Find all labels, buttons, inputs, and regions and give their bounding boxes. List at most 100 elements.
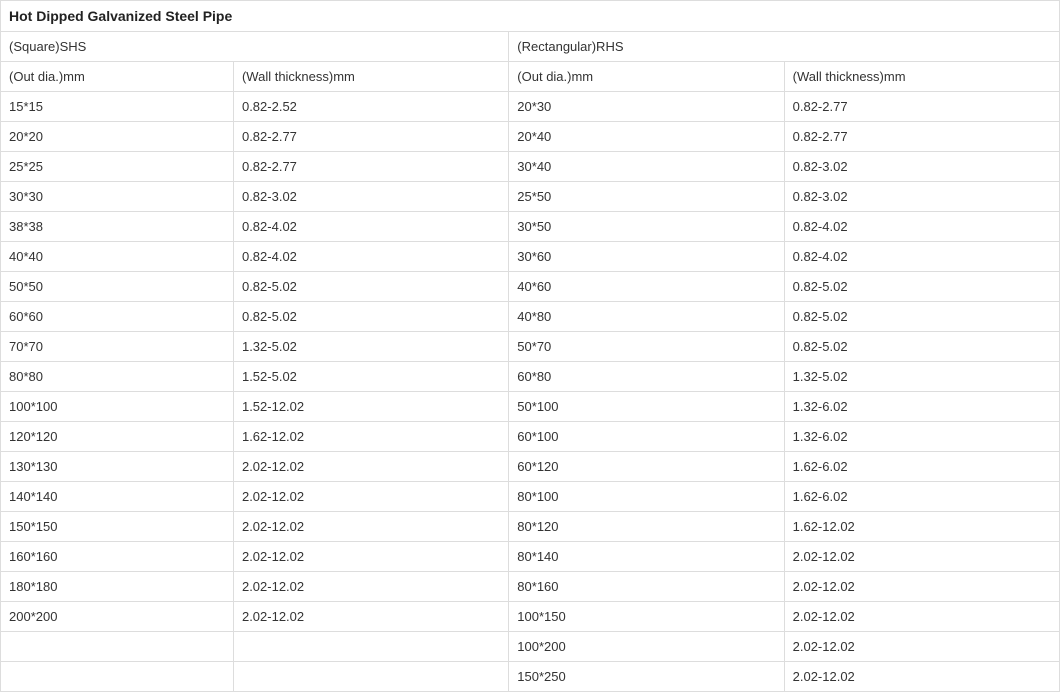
col-header-rect-wall: (Wall thickness)mm <box>784 62 1059 92</box>
cell-rect-dia: 30*50 <box>509 212 784 242</box>
cell-sq-wall: 0.82-2.77 <box>233 152 508 182</box>
rectangular-section-header: (Rectangular)RHS <box>509 32 1060 62</box>
table-row: 25*250.82-2.7730*400.82-3.02 <box>1 152 1060 182</box>
cell-sq-wall: 2.02-12.02 <box>233 512 508 542</box>
cell-sq-dia: 150*150 <box>1 512 234 542</box>
cell-rect-dia: 80*100 <box>509 482 784 512</box>
cell-rect-dia: 30*60 <box>509 242 784 272</box>
cell-sq-wall: 0.82-5.02 <box>233 272 508 302</box>
cell-rect-dia: 20*30 <box>509 92 784 122</box>
cell-rect-dia: 60*80 <box>509 362 784 392</box>
cell-rect-dia: 80*120 <box>509 512 784 542</box>
table-title: Hot Dipped Galvanized Steel Pipe <box>1 1 1060 32</box>
cell-rect-wall: 0.82-5.02 <box>784 272 1059 302</box>
table-row: 30*300.82-3.0225*500.82-3.02 <box>1 182 1060 212</box>
table-row: 100*2002.02-12.02 <box>1 632 1060 662</box>
table-body: Hot Dipped Galvanized Steel Pipe (Square… <box>1 1 1060 692</box>
cell-rect-dia: 20*40 <box>509 122 784 152</box>
cell-sq-wall: 2.02-12.02 <box>233 542 508 572</box>
table-row: 70*701.32-5.0250*700.82-5.02 <box>1 332 1060 362</box>
cell-sq-wall <box>233 662 508 692</box>
cell-rect-wall: 0.82-5.02 <box>784 302 1059 332</box>
cell-sq-wall: 0.82-3.02 <box>233 182 508 212</box>
cell-rect-wall: 2.02-12.02 <box>784 662 1059 692</box>
table-row: 60*600.82-5.0240*800.82-5.02 <box>1 302 1060 332</box>
table-row: 180*1802.02-12.0280*1602.02-12.02 <box>1 572 1060 602</box>
cell-sq-dia: 15*15 <box>1 92 234 122</box>
cell-rect-dia: 80*140 <box>509 542 784 572</box>
cell-rect-dia: 60*120 <box>509 452 784 482</box>
cell-rect-dia: 100*200 <box>509 632 784 662</box>
table-row: 20*200.82-2.7720*400.82-2.77 <box>1 122 1060 152</box>
cell-sq-wall: 0.82-5.02 <box>233 302 508 332</box>
cell-rect-wall: 1.32-5.02 <box>784 362 1059 392</box>
cell-sq-wall: 0.82-4.02 <box>233 242 508 272</box>
table-row: 38*380.82-4.0230*500.82-4.02 <box>1 212 1060 242</box>
cell-sq-dia <box>1 632 234 662</box>
cell-sq-dia: 70*70 <box>1 332 234 362</box>
cell-sq-wall: 0.82-2.77 <box>233 122 508 152</box>
cell-sq-dia: 160*160 <box>1 542 234 572</box>
cell-sq-dia: 60*60 <box>1 302 234 332</box>
cell-rect-dia: 50*70 <box>509 332 784 362</box>
cell-rect-dia: 60*100 <box>509 422 784 452</box>
cell-rect-wall: 0.82-5.02 <box>784 332 1059 362</box>
cell-rect-wall: 2.02-12.02 <box>784 632 1059 662</box>
cell-sq-wall: 1.52-5.02 <box>233 362 508 392</box>
table-row: 40*400.82-4.0230*600.82-4.02 <box>1 242 1060 272</box>
cell-rect-dia: 80*160 <box>509 572 784 602</box>
col-header-rect-dia: (Out dia.)mm <box>509 62 784 92</box>
column-header-row: (Out dia.)mm (Wall thickness)mm (Out dia… <box>1 62 1060 92</box>
cell-sq-wall <box>233 632 508 662</box>
cell-rect-dia: 100*150 <box>509 602 784 632</box>
table-row: 150*2502.02-12.02 <box>1 662 1060 692</box>
col-header-sq-wall: (Wall thickness)mm <box>233 62 508 92</box>
cell-rect-wall: 1.32-6.02 <box>784 392 1059 422</box>
cell-rect-dia: 50*100 <box>509 392 784 422</box>
cell-sq-dia: 180*180 <box>1 572 234 602</box>
table-row: 150*1502.02-12.0280*1201.62-12.02 <box>1 512 1060 542</box>
cell-rect-wall: 1.62-12.02 <box>784 512 1059 542</box>
cell-sq-wall: 1.62-12.02 <box>233 422 508 452</box>
cell-sq-dia: 130*130 <box>1 452 234 482</box>
cell-sq-wall: 2.02-12.02 <box>233 482 508 512</box>
table-row: 200*2002.02-12.02100*1502.02-12.02 <box>1 602 1060 632</box>
cell-rect-wall: 1.62-6.02 <box>784 452 1059 482</box>
cell-rect-wall: 2.02-12.02 <box>784 542 1059 572</box>
cell-rect-wall: 1.62-6.02 <box>784 482 1059 512</box>
cell-sq-wall: 1.32-5.02 <box>233 332 508 362</box>
cell-sq-wall: 2.02-12.02 <box>233 602 508 632</box>
cell-sq-dia: 200*200 <box>1 602 234 632</box>
cell-rect-dia: 40*80 <box>509 302 784 332</box>
cell-sq-wall: 2.02-12.02 <box>233 572 508 602</box>
pipe-spec-table: Hot Dipped Galvanized Steel Pipe (Square… <box>0 0 1060 692</box>
cell-rect-wall: 0.82-3.02 <box>784 152 1059 182</box>
table-row: 50*500.82-5.0240*600.82-5.02 <box>1 272 1060 302</box>
cell-sq-dia: 100*100 <box>1 392 234 422</box>
table-row: 120*1201.62-12.0260*1001.32-6.02 <box>1 422 1060 452</box>
section-header-row: (Square)SHS (Rectangular)RHS <box>1 32 1060 62</box>
cell-sq-dia: 50*50 <box>1 272 234 302</box>
cell-rect-wall: 2.02-12.02 <box>784 572 1059 602</box>
cell-rect-wall: 0.82-2.77 <box>784 92 1059 122</box>
cell-rect-wall: 0.82-4.02 <box>784 212 1059 242</box>
table-row: 80*801.52-5.0260*801.32-5.02 <box>1 362 1060 392</box>
title-row: Hot Dipped Galvanized Steel Pipe <box>1 1 1060 32</box>
table-row: 160*1602.02-12.0280*1402.02-12.02 <box>1 542 1060 572</box>
cell-sq-dia: 80*80 <box>1 362 234 392</box>
cell-rect-wall: 1.32-6.02 <box>784 422 1059 452</box>
cell-rect-dia: 40*60 <box>509 272 784 302</box>
cell-rect-dia: 25*50 <box>509 182 784 212</box>
cell-sq-wall: 0.82-4.02 <box>233 212 508 242</box>
cell-sq-wall: 1.52-12.02 <box>233 392 508 422</box>
cell-rect-dia: 30*40 <box>509 152 784 182</box>
cell-rect-wall: 0.82-3.02 <box>784 182 1059 212</box>
table-row: 130*1302.02-12.0260*1201.62-6.02 <box>1 452 1060 482</box>
cell-sq-dia <box>1 662 234 692</box>
table-row: 15*150.82-2.5220*300.82-2.77 <box>1 92 1060 122</box>
cell-rect-wall: 0.82-4.02 <box>784 242 1059 272</box>
cell-sq-dia: 140*140 <box>1 482 234 512</box>
cell-sq-wall: 2.02-12.02 <box>233 452 508 482</box>
cell-sq-dia: 30*30 <box>1 182 234 212</box>
cell-sq-dia: 40*40 <box>1 242 234 272</box>
